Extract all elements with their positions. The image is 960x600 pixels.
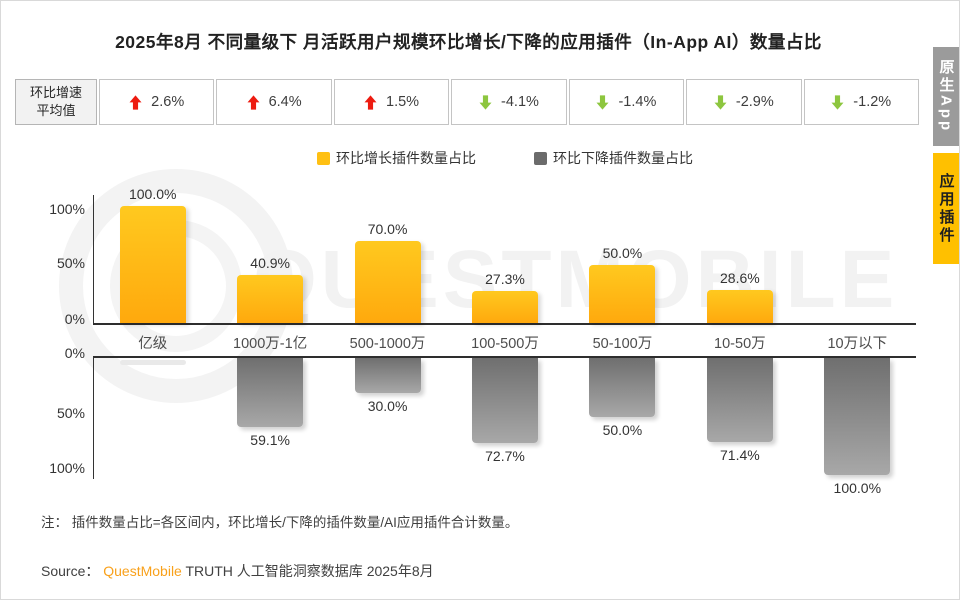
- stats-row-label-line2: 平均值: [36, 103, 76, 118]
- growth-plot: 100.0% 40.9% 70.0% 27.3% 50.0% 28.6%: [94, 186, 916, 323]
- stat-value: -1.4%: [618, 94, 657, 110]
- bar-growth: [354, 241, 421, 323]
- bar-value-label: 28.6%: [720, 269, 760, 286]
- stat-value: 1.5%: [386, 94, 420, 110]
- bar-decline: [589, 358, 656, 417]
- stats-row-label: 环比增速 平均值: [15, 79, 97, 125]
- up-arrow-icon: [247, 94, 260, 110]
- y-axis-label: 100%: [49, 201, 85, 217]
- legend-item-growth: 环比增长插件数量占比: [317, 149, 476, 167]
- legend-swatch: [317, 151, 330, 165]
- stat-cell: -2.9%: [686, 79, 802, 125]
- bar-value-label: 100.0%: [128, 186, 177, 202]
- bar-growth: [119, 206, 186, 323]
- stat-cell: -4.1%: [451, 79, 567, 125]
- x-axis-bottom-zeroline: [93, 356, 916, 358]
- down-arrow-icon: [831, 94, 844, 110]
- bar-decline-zero-stub: [119, 360, 186, 365]
- stat-value: 6.4%: [268, 94, 302, 110]
- legend-swatch: [534, 151, 547, 165]
- bar-value-label: 50.0%: [602, 421, 643, 438]
- decline-plot: 59.1% 30.0% 72.7% 50.0% 71.4% 100.0%: [94, 358, 916, 496]
- source-prefix: Source：: [41, 563, 100, 579]
- side-tab-native-app[interactable]: 原生App: [933, 47, 959, 146]
- down-arrow-icon: [479, 94, 492, 110]
- up-arrow-icon: [364, 94, 377, 110]
- stat-cell: 2.6%: [99, 79, 215, 125]
- bar-value-label: 50.0%: [602, 244, 643, 261]
- x-axis-label: 亿级: [138, 336, 168, 352]
- y-axis-label: 100%: [49, 460, 85, 476]
- x-axis-label: 1000万-1亿: [233, 336, 308, 352]
- bar-value-label: 70.0%: [367, 221, 408, 238]
- stat-value: -1.2%: [853, 94, 892, 110]
- up-arrow-icon: [129, 94, 142, 110]
- x-axis-label: 10-50万: [714, 336, 766, 352]
- y-axis-label: 0%: [64, 311, 85, 327]
- bar-decline: [824, 358, 891, 475]
- side-tab-in-app-plugin[interactable]: 应用插件: [933, 153, 959, 264]
- bar-value-label: 100.0%: [833, 480, 882, 496]
- stat-value: -2.9%: [735, 94, 774, 110]
- bar-decline: [706, 358, 773, 442]
- source-suffix: TRUTH 人工智能洞察数据库 2025年8月: [185, 563, 434, 579]
- bar-value-label: 72.7%: [485, 448, 525, 465]
- bar-decline: [237, 358, 304, 428]
- bar-decline: [354, 358, 421, 394]
- legend: 环比增长插件数量占比 环比下降插件数量占比: [94, 149, 916, 167]
- stat-cell: -1.2%: [803, 79, 919, 125]
- stat-value: -4.1%: [501, 94, 539, 110]
- stat-cell: 6.4%: [216, 79, 332, 125]
- legend-label: 环比增长插件数量占比: [336, 150, 476, 166]
- legend-item-decline: 环比下降插件数量占比: [534, 149, 693, 167]
- x-axis-top-baseline: [93, 323, 916, 325]
- x-axis-label: 500-1000万: [349, 336, 426, 352]
- stats-row: 环比增速 平均值 2.6% 6.4% 1.5% -4.1% -1.4% -2.9% -1.2…: [15, 79, 919, 125]
- y-axis-label: 50%: [56, 255, 85, 271]
- y-axis-label: 0%: [64, 345, 85, 361]
- bar-value-label: 59.1%: [250, 432, 290, 449]
- bar-value-label: 40.9%: [250, 255, 290, 272]
- down-arrow-icon: [596, 94, 609, 110]
- source-brand: QuestMobile: [103, 563, 182, 579]
- category-axis: 亿级 1000万-1亿 500-1000万 100-500万 50-100万 10-50万…: [94, 332, 916, 352]
- stat-value: 2.6%: [151, 94, 185, 110]
- x-axis-label: 50-100万: [592, 336, 653, 352]
- bar-growth: [706, 289, 773, 323]
- bar-decline: [472, 358, 538, 444]
- x-axis-label: 100-500万: [471, 336, 539, 352]
- y-axis-top: [93, 195, 94, 324]
- source-line: Source： QuestMobile TRUTH 人工智能洞察数据库 2025…: [41, 561, 434, 581]
- stat-cell: -1.4%: [568, 79, 685, 125]
- x-axis-label: 10万以下: [827, 336, 888, 352]
- y-axis-label: 50%: [56, 405, 85, 421]
- legend-label: 环比下降插件数量占比: [553, 150, 693, 166]
- note-text: 注： 插件数量占比=各区间内，环比增长/下降的插件数量/AI应用插件合计数量。: [41, 515, 519, 530]
- y-axis-bottom: [93, 357, 94, 479]
- bar-value-label: 71.4%: [720, 446, 760, 463]
- bar-growth: [237, 275, 304, 323]
- bar-value-label: 30.0%: [367, 398, 408, 415]
- stats-row-label-line1: 环比增速: [29, 84, 82, 100]
- down-arrow-icon: [714, 94, 727, 110]
- stat-cell: 1.5%: [333, 79, 450, 125]
- bar-growth: [589, 264, 656, 323]
- bar-value-label: 27.3%: [485, 271, 525, 288]
- stats-cells: 2.6% 6.4% 1.5% -4.1% -1.4% -2.9% -1.2%: [99, 79, 919, 125]
- page-title: 2025年8月 不同量级下 月活跃用户规模环比增长/下降的应用插件（In-App…: [115, 32, 822, 52]
- bar-growth: [472, 291, 538, 323]
